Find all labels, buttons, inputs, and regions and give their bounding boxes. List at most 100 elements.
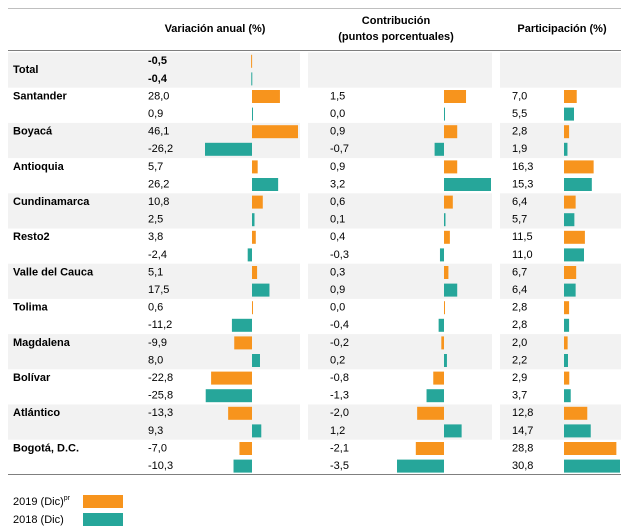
value-label: 1,2 [330, 425, 345, 437]
bar [564, 266, 577, 279]
bar [564, 90, 577, 103]
bar [564, 125, 570, 139]
bar [564, 283, 576, 297]
bar [564, 230, 585, 244]
value-label: -2,4 [148, 249, 167, 261]
bar [564, 459, 620, 473]
value-label: 16,3 [512, 161, 533, 173]
row-band [500, 52, 621, 88]
legend-label: 2018 (Dic) [13, 514, 64, 526]
bar [564, 318, 570, 332]
row-label: Antioquia [13, 161, 65, 173]
bar [444, 125, 458, 139]
bar [444, 107, 445, 121]
value-label: 6,4 [512, 196, 527, 208]
value-label: -3,5 [330, 460, 349, 472]
bar [252, 160, 258, 174]
bar [444, 195, 453, 209]
row-label: Bogotá, D.C. [13, 442, 79, 454]
legend-swatch [83, 495, 123, 508]
row-band [500, 193, 621, 229]
bar [564, 389, 571, 403]
bar [397, 459, 444, 473]
bar [564, 195, 576, 209]
value-label: 2,2 [512, 354, 527, 366]
value-label: 3,8 [148, 231, 163, 243]
bar [417, 406, 444, 420]
row-shading [8, 52, 621, 440]
value-label: 0,9 [330, 284, 345, 296]
value-label: 7,0 [512, 90, 527, 102]
legend-label: 2019 (Dic)pr [13, 495, 71, 508]
value-label: -9,9 [148, 337, 167, 349]
value-label: 1,5 [330, 90, 345, 102]
bar [444, 230, 450, 244]
column-header: Contribución [362, 15, 431, 27]
value-label: 26,2 [148, 178, 169, 190]
row-label: Boyacá [13, 126, 53, 138]
bar [205, 142, 252, 156]
value-label: 0,4 [330, 231, 345, 243]
bar [252, 301, 253, 315]
bar [444, 266, 449, 279]
bar [441, 336, 444, 350]
bar [444, 213, 446, 227]
value-label: 2,9 [512, 372, 527, 384]
value-label: 46,1 [148, 126, 169, 138]
row-label: Valle del Cauca [13, 266, 94, 278]
value-label: 2,8 [512, 319, 527, 331]
bar [444, 301, 445, 315]
value-label: 5,1 [148, 266, 163, 278]
value-label: 0,2 [330, 354, 345, 366]
value-label: 8,0 [148, 354, 163, 366]
bar [564, 371, 570, 385]
bar [564, 301, 570, 315]
value-label: -2,0 [330, 407, 349, 419]
value-label: 2,8 [512, 126, 527, 138]
row-label: Santander [13, 90, 68, 102]
value-label: -0,4 [330, 319, 349, 331]
value-label: 30,8 [512, 460, 533, 472]
value-label: 5,7 [512, 214, 527, 226]
value-label: 0,0 [330, 108, 345, 120]
bar [228, 406, 252, 420]
bar [444, 178, 491, 191]
value-label: 1,9 [512, 143, 527, 155]
bar [564, 160, 594, 174]
row-label: Atlántico [13, 407, 60, 419]
bar [564, 142, 568, 156]
row-label: Tolima [13, 302, 49, 314]
bar [433, 371, 444, 385]
bar [234, 336, 252, 350]
bar [252, 178, 279, 191]
row-label: Bolívar [13, 372, 51, 384]
bar [231, 318, 252, 332]
bar [252, 125, 298, 139]
value-label: -0,8 [330, 372, 349, 384]
value-label: 0,9 [148, 108, 163, 120]
bar [426, 389, 444, 403]
value-label: -0,3 [330, 249, 349, 261]
value-label: 14,7 [512, 425, 533, 437]
bar [233, 459, 252, 473]
column-header: Participación (%) [517, 23, 607, 35]
row-band [500, 334, 621, 370]
value-label: 2,0 [512, 337, 527, 349]
value-label: 11,0 [512, 249, 533, 261]
value-label: 5,5 [512, 108, 527, 120]
row-band [308, 52, 492, 88]
legend-text: 2019 (Dic) [13, 496, 64, 508]
value-label: 3,2 [330, 178, 345, 190]
bar [444, 283, 458, 297]
value-label: 3,7 [512, 390, 527, 402]
bar [444, 424, 462, 438]
row-label: Resto2 [13, 231, 50, 243]
bar [564, 424, 591, 438]
value-label: 0,6 [330, 196, 345, 208]
bar [564, 406, 588, 420]
row-label: Total [13, 64, 38, 76]
bar [564, 354, 568, 367]
bar [239, 442, 252, 455]
bar [252, 195, 263, 209]
